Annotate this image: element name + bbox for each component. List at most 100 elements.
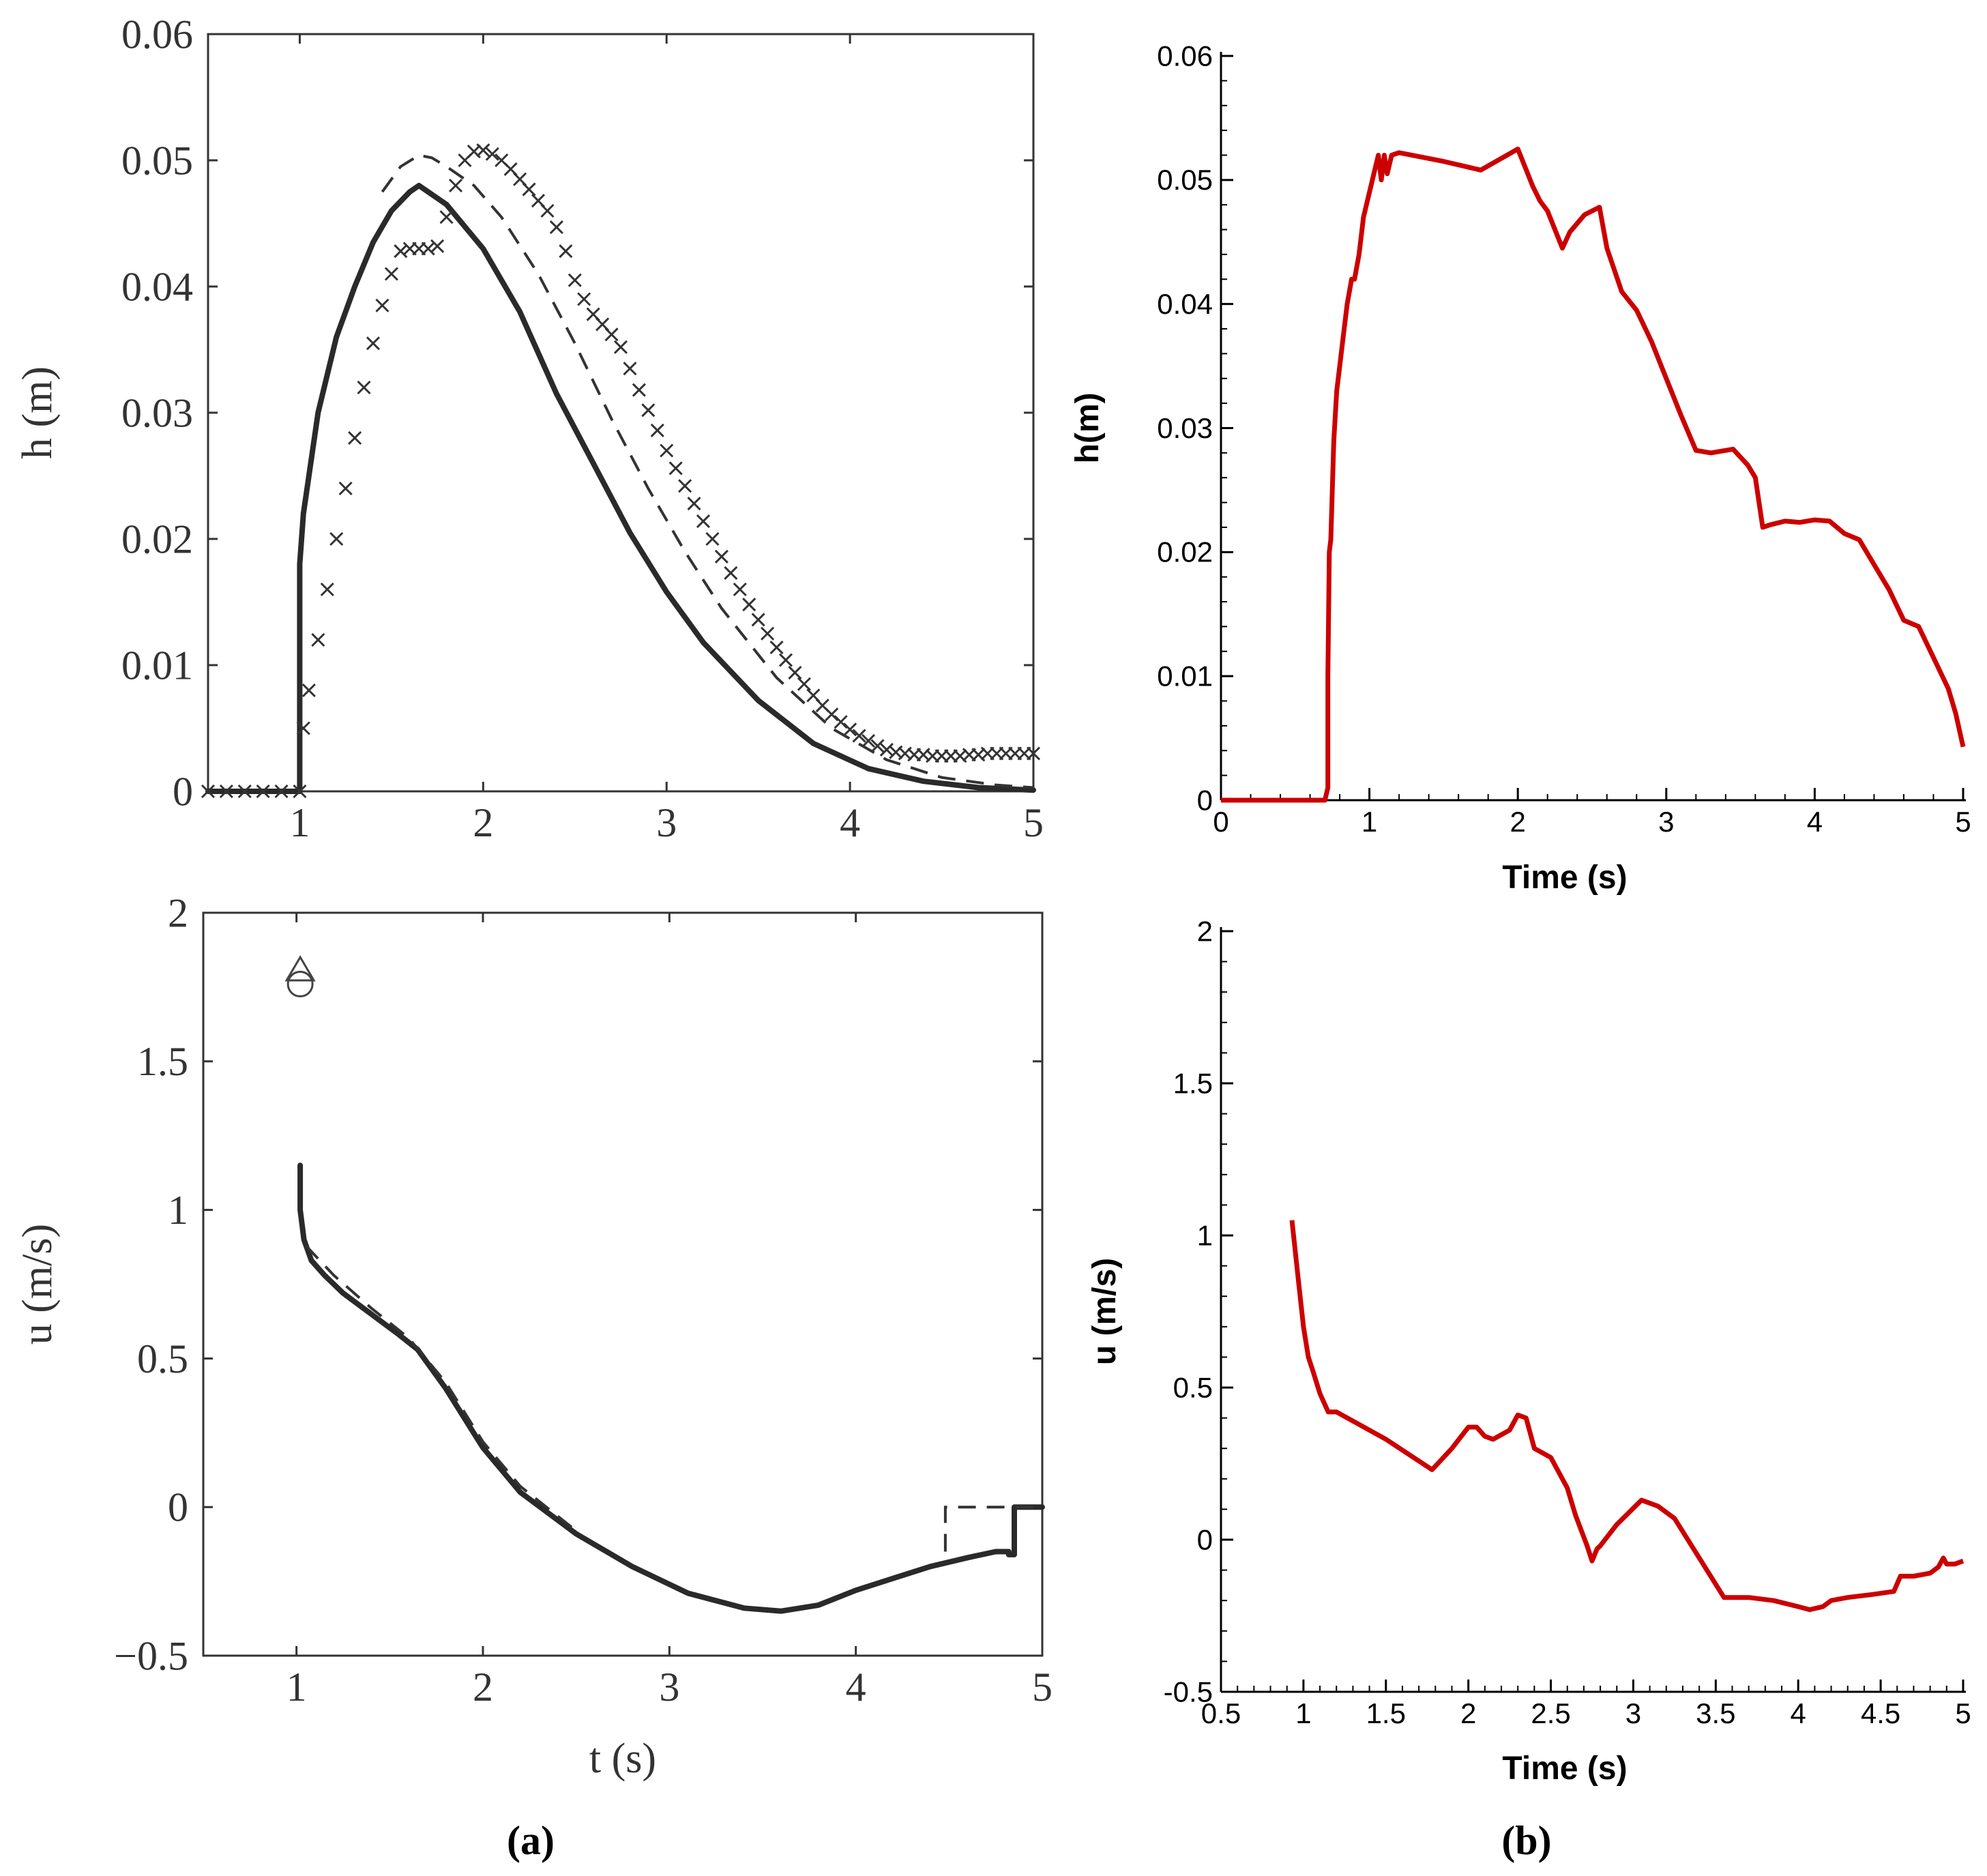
x-tick-label: 0.5	[1201, 1697, 1241, 1729]
series-solid	[297, 1162, 1045, 1614]
series-solid	[205, 183, 1036, 794]
x-marker	[861, 733, 876, 748]
x-marker	[559, 244, 573, 259]
y-tick-label: 1.5	[137, 1039, 188, 1084]
x-marker	[687, 497, 701, 511]
x-marker	[430, 239, 445, 253]
x-marker	[301, 683, 316, 698]
x-tick-label: 5	[1023, 800, 1044, 845]
x-axis-label: Time (s)	[1502, 1750, 1627, 1787]
x-marker	[678, 479, 692, 493]
x-tick-label: 1	[289, 800, 310, 845]
y-tick-label: 1	[1197, 1219, 1213, 1251]
x-marker	[613, 340, 628, 354]
y-tick-label: 0.06	[121, 12, 193, 57]
x-marker	[1026, 746, 1041, 761]
y-tick-label: 0.01	[1157, 660, 1213, 692]
x-tick-label: 4.5	[1861, 1697, 1900, 1729]
y-tick-label: 0.5	[1173, 1371, 1213, 1403]
x-marker	[778, 653, 793, 667]
y-axis-label: h(m)	[1070, 393, 1106, 464]
y-tick-label: 0.05	[1157, 164, 1213, 196]
y-tick-label: 1	[168, 1188, 188, 1233]
x-marker	[577, 292, 591, 306]
x-tick-label: 1	[1362, 806, 1377, 838]
x-tick-label: 3	[1658, 806, 1674, 838]
x-tick-label: 1	[1295, 1697, 1311, 1729]
x-tick-label: 4	[1807, 806, 1823, 838]
series-markers	[201, 143, 1041, 799]
x-marker	[825, 707, 839, 722]
x-tick-label: 5	[1032, 1665, 1053, 1710]
x-marker	[696, 514, 711, 529]
series-simulation	[1221, 146, 1966, 803]
x-marker	[219, 784, 233, 799]
y-axis-label: u (m/s)	[1087, 1258, 1123, 1365]
x-tick-label: 2	[473, 1665, 493, 1710]
x-marker	[879, 742, 894, 757]
x-tick-label: 5	[1955, 1697, 1971, 1729]
x-tick-label: 2.5	[1531, 1697, 1570, 1729]
x-marker	[439, 210, 454, 224]
x-marker	[641, 403, 656, 417]
x-marker	[751, 613, 765, 627]
panel-b-bottom: 0.5 1 1.5 2 2.5 3 3.5 4 4.5 5 -0.5 0 0.5 1 1.5 2 u (m/s)…	[1087, 915, 1971, 1787]
panel-label-b: (b)	[1501, 1818, 1551, 1863]
x-tick-label: 2	[1510, 806, 1526, 838]
x-marker	[421, 241, 435, 256]
x-marker	[650, 423, 664, 437]
x-marker	[742, 598, 756, 612]
x-tick-label: 2	[473, 800, 493, 845]
y-tick-label: 0.06	[1157, 40, 1213, 72]
panel-label-a: (a)	[507, 1818, 555, 1863]
x-axis-label: Time (s)	[1502, 860, 1627, 896]
x-marker	[311, 632, 325, 647]
x-marker	[384, 267, 398, 281]
x-marker	[329, 531, 344, 546]
y-tick-label: 0.01	[121, 643, 193, 688]
x-marker	[366, 336, 381, 351]
x-tick-label: 3	[659, 1665, 679, 1710]
x-marker	[296, 721, 310, 735]
series-dashed	[381, 153, 1034, 789]
x-marker	[604, 327, 619, 342]
x-marker	[788, 666, 802, 680]
x-tick-label: 4	[1791, 1697, 1806, 1729]
x-marker	[668, 461, 683, 475]
y-tick-label: 0.5	[137, 1336, 188, 1381]
x-marker	[623, 362, 637, 376]
x-marker	[549, 220, 563, 235]
series-dashed	[304, 1244, 577, 1532]
x-marker	[797, 677, 811, 691]
x-marker	[348, 430, 362, 445]
x-marker	[660, 443, 674, 458]
series-dashed-end	[943, 1506, 1042, 1552]
y-axis-label: u (m/s)	[14, 1224, 61, 1345]
panel-a-bottom: 1 2 3 4 5 −0.5 0 0.5 1 1.5 2 u (m/s) t (s)	[14, 890, 1053, 1782]
y-tick-label: 2	[1197, 915, 1213, 947]
x-marker	[870, 739, 885, 753]
y-tick-label: 0.03	[1157, 412, 1213, 444]
plot-frame	[207, 33, 1035, 793]
x-marker	[843, 722, 857, 737]
y-tick-label: 0	[1197, 1523, 1213, 1555]
x-marker	[293, 784, 307, 799]
x-marker	[394, 244, 408, 259]
x-marker	[724, 566, 738, 581]
series-simulation	[1289, 1220, 1964, 1613]
y-tick-label: 0.05	[121, 138, 193, 183]
x-marker	[320, 582, 334, 597]
x-marker	[522, 182, 536, 196]
x-marker	[568, 273, 582, 287]
y-tick-label: 0	[1197, 784, 1213, 816]
y-tick-label: -0.5	[1164, 1675, 1213, 1708]
panel-b-top: 0 1 2 3 4 5 0 0.01 0.02 0.03 0.04 0.05 0.06 h(m) Time …	[1070, 40, 1971, 896]
x-marker	[733, 582, 747, 597]
x-marker	[705, 531, 720, 546]
y-tick-label: 0.03	[121, 390, 193, 435]
x-marker	[357, 380, 371, 395]
circle-marker	[286, 971, 314, 998]
x-marker	[540, 203, 555, 218]
y-tick-label: 0.04	[1157, 288, 1213, 320]
